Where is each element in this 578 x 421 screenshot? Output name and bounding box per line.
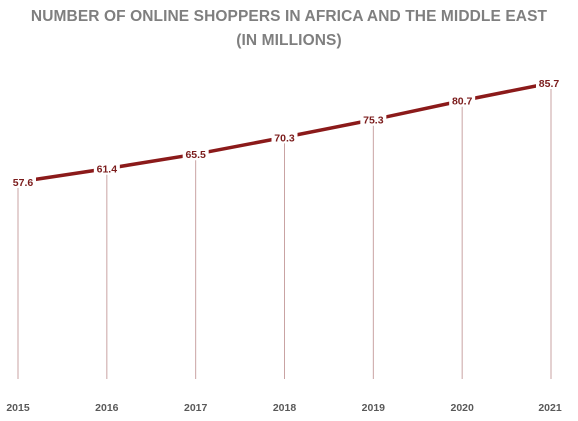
data-label-2020: 80.7 — [452, 96, 473, 108]
data-label-bg-2016 — [93, 162, 120, 175]
data-label-bg-2019 — [360, 113, 387, 126]
data-label-bg-2018 — [271, 131, 298, 144]
x-tick-label-2021: 2021 — [538, 402, 562, 414]
x-tick-label-2017: 2017 — [184, 402, 208, 414]
x-tick-label-2019: 2019 — [362, 402, 386, 414]
data-label-bg-2021 — [536, 77, 562, 89]
data-label-2021: 85.7 — [539, 78, 560, 90]
x-tick-label-2020: 2020 — [450, 402, 474, 414]
data-label-bg-2017 — [182, 148, 209, 161]
x-tick-label-2016: 2016 — [95, 402, 119, 414]
data-label-bg-2020 — [449, 94, 476, 107]
x-tick-label-2018: 2018 — [273, 402, 297, 414]
data-label-bg-2015 — [10, 176, 36, 188]
chart-subtitle: (IN MILLIONS) — [236, 32, 342, 49]
data-label-2015: 57.6 — [13, 177, 34, 189]
data-label-2016: 61.4 — [97, 164, 118, 176]
x-tick-label-2015: 2015 — [6, 402, 30, 414]
data-label-2019: 75.3 — [363, 115, 384, 127]
chart-title: NUMBER OF ONLINE SHOPPERS IN AFRICA AND … — [30, 8, 548, 25]
data-label-2017: 65.5 — [185, 149, 206, 161]
data-label-2018: 70.3 — [274, 132, 295, 144]
